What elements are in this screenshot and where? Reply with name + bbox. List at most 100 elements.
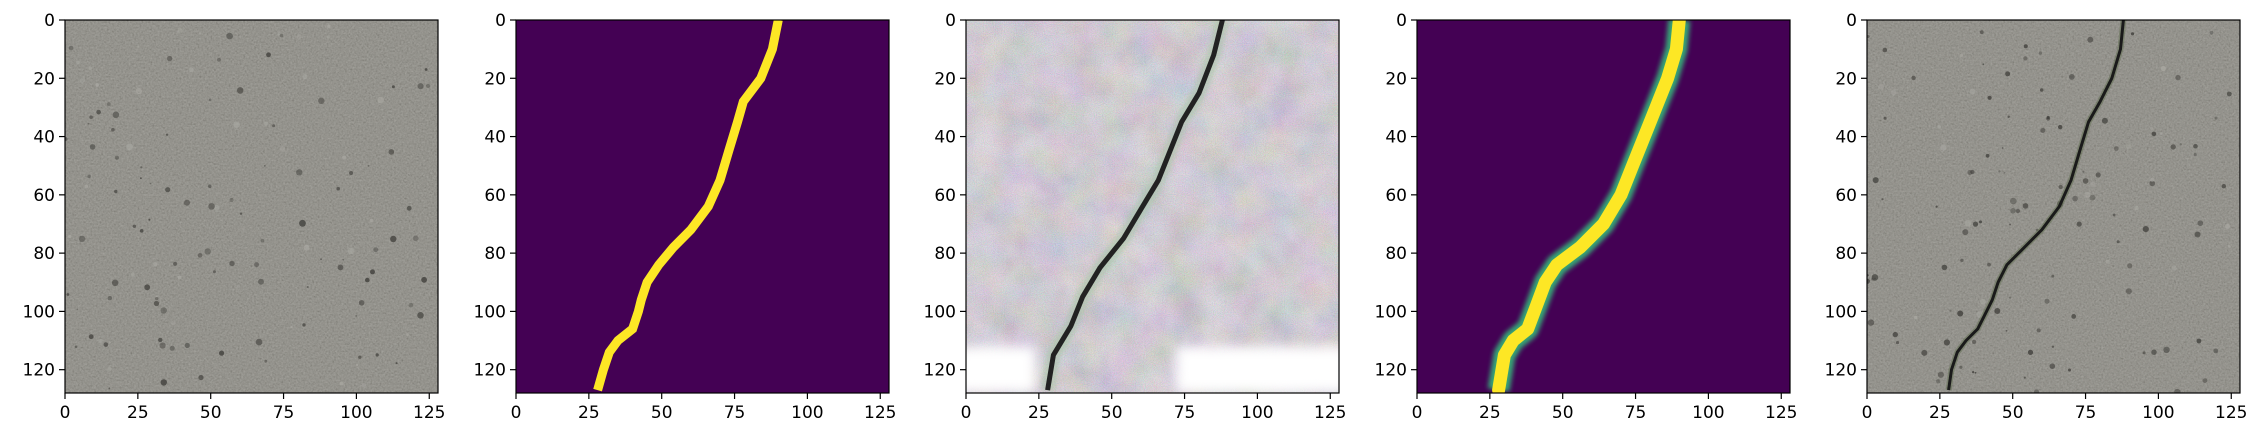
crack-mask xyxy=(593,20,783,392)
surface-pit xyxy=(406,333,409,336)
y-tick-label: 0 xyxy=(1846,11,1857,31)
surface-pit xyxy=(108,367,112,371)
surface-pit xyxy=(158,337,163,343)
surface-pit xyxy=(2087,36,2094,43)
surface-pit xyxy=(1985,153,1990,158)
surface-pit xyxy=(95,83,99,87)
panel-image xyxy=(65,20,438,393)
y-tick-label: 0 xyxy=(1396,11,1407,31)
surface-pit xyxy=(296,169,303,176)
surface-pit xyxy=(2044,298,2050,304)
x-tick-label: 0 xyxy=(961,403,972,423)
surface-pit xyxy=(1940,144,1947,151)
surface-pit xyxy=(299,219,306,227)
x-tick-label: 100 xyxy=(1692,403,1724,423)
surface-pit xyxy=(2036,328,2041,333)
surface-pit xyxy=(272,124,276,128)
surface-pit xyxy=(296,34,302,40)
surface-pit xyxy=(2221,184,2226,189)
surface-pit xyxy=(336,186,341,191)
surface-pit xyxy=(2051,274,2055,278)
y-tick-label: 60 xyxy=(1835,186,1857,206)
surface-pit xyxy=(213,204,220,211)
surface-pit xyxy=(419,231,422,234)
surface-pit xyxy=(2125,143,2132,150)
y-tick-label: 100 xyxy=(23,302,55,322)
surface-pit xyxy=(160,379,167,386)
surface-pit xyxy=(108,387,111,390)
surface-pit xyxy=(417,312,424,319)
surface-pit xyxy=(1979,30,1984,35)
surface-pit xyxy=(2193,143,2198,149)
surface-pit xyxy=(88,66,92,70)
surface-pit xyxy=(177,275,182,280)
surface-pit xyxy=(2160,65,2166,72)
surface-pit xyxy=(2227,244,2231,248)
surface-pit xyxy=(2150,126,2154,130)
surface-pit xyxy=(2007,115,2010,119)
surface-pit xyxy=(1937,371,1944,378)
surface-pit xyxy=(65,137,68,141)
x-tick-label: 50 xyxy=(1552,403,1574,423)
surface-pit xyxy=(1987,262,1991,267)
surface-pit xyxy=(2082,178,2089,184)
surface-pit xyxy=(426,83,431,88)
surface-pit xyxy=(347,247,355,255)
surface-pit xyxy=(1937,125,1941,129)
surface-pit xyxy=(87,122,90,125)
surface-pit xyxy=(356,363,359,366)
surface-pit xyxy=(103,342,109,347)
x-tick-label: 100 xyxy=(1241,403,1273,423)
x-tick-label: 0 xyxy=(1412,403,1423,423)
surface-pit xyxy=(68,45,74,51)
surface-pit xyxy=(2038,51,2043,55)
surface-pit xyxy=(254,262,260,268)
surface-pit xyxy=(2015,208,2021,214)
surface-pit xyxy=(2068,368,2071,372)
surface-pit xyxy=(2149,180,2155,187)
surface-pit xyxy=(303,244,310,251)
surface-pit xyxy=(255,338,263,346)
crack-line xyxy=(1947,20,2125,391)
surface-pit xyxy=(375,353,379,357)
surface-pit xyxy=(1976,311,1984,318)
y-tick-label: 20 xyxy=(33,69,55,89)
surface-pit xyxy=(424,68,428,71)
surface-pit xyxy=(1964,219,1972,227)
y-tick-label: 100 xyxy=(474,302,506,322)
surface-pit xyxy=(1979,220,1982,224)
surface-pit xyxy=(258,278,264,285)
surface-pit xyxy=(2151,349,2157,355)
panel-image xyxy=(1867,20,2240,393)
y-tick-label: 60 xyxy=(1385,186,1407,206)
surface-pit xyxy=(349,171,354,175)
axes-frame xyxy=(965,19,1340,394)
surface-pit xyxy=(2009,296,2012,299)
surface-pit xyxy=(337,264,344,271)
x-tick-label: 0 xyxy=(1862,403,1873,423)
surface-pit xyxy=(2027,349,2034,355)
surface-pit xyxy=(96,109,101,115)
generated-noise xyxy=(966,20,1339,393)
surface-pit xyxy=(2225,108,2228,110)
surface-pit xyxy=(277,31,281,36)
surface-pit xyxy=(237,284,241,288)
x-tick-label: 0 xyxy=(511,403,522,423)
surface-pit xyxy=(1941,264,1948,271)
surface-pit xyxy=(2005,71,2011,77)
surface-pit xyxy=(320,258,322,261)
panel-4: 0 25 50 75 100 125 0 20 40 60 80 100 120 xyxy=(1375,11,1798,423)
surface-pit xyxy=(417,83,424,90)
surface-pit xyxy=(2197,220,2204,226)
surface-pit xyxy=(136,45,140,49)
surface-pit xyxy=(1969,88,1976,95)
panel-1: 0 25 50 75 100 125 0 20 40 60 80 100 120 xyxy=(23,11,446,423)
y-tick-label: 100 xyxy=(1825,302,1857,322)
surface-pit xyxy=(1949,309,1952,312)
surface-pit xyxy=(76,60,80,65)
surface-pit xyxy=(198,374,204,381)
surface-pit xyxy=(208,98,212,102)
surface-pit xyxy=(1878,83,1885,90)
y-tick-label: 80 xyxy=(33,244,55,264)
